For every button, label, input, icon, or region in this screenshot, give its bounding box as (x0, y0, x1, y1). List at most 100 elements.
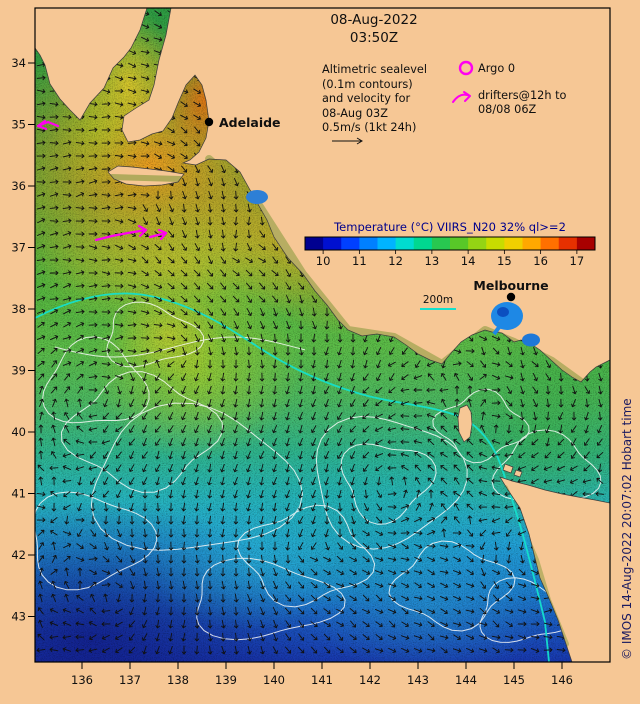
sealevel-contour (33, 491, 158, 591)
shelf-isobath-200m (34, 292, 550, 663)
city-marker-melbourne (506, 292, 516, 302)
sealevel-contour (340, 443, 437, 525)
colorbar-cell (450, 237, 469, 250)
hunter-island-land-outline (502, 463, 514, 474)
x-axis-tick-label: 136 (71, 673, 93, 687)
lake-alexandrina (246, 190, 268, 204)
colorbar-tick-label: 16 (533, 254, 548, 268)
depth-label: 200m (423, 294, 453, 306)
sealevel-contour (236, 504, 376, 608)
sealevel-contour (479, 577, 579, 643)
sealevel-contour (54, 336, 306, 358)
x-axis-tick-label: 139 (215, 673, 237, 687)
y-axis-tick-label: 39 (11, 364, 26, 378)
drifter-track-arrowhead (137, 224, 148, 238)
port-phillip-entrance (492, 324, 502, 336)
colorbar-tick-label: 13 (425, 254, 440, 268)
info-line-5: 0.5m/s (1kt 24h) (322, 121, 416, 134)
colorbar-tick-label: 17 (570, 254, 585, 268)
king-island-land-outline (457, 404, 473, 443)
colorbar-cell (468, 237, 487, 250)
watermark-text: © IMOS 14-Aug-2022 20:07:02 Hobart time (620, 398, 634, 660)
port-phillip-deep (497, 307, 509, 317)
three-hummock-island-land-outline (513, 469, 523, 478)
sealevel-contour (432, 388, 530, 464)
colorbar-cell (540, 237, 560, 250)
x-axis-tick-label: 141 (311, 673, 333, 687)
map-title-time: 03:50Z (350, 30, 398, 46)
colorbar: 10 11 12 13 14 15 16 17 (304, 236, 596, 268)
axes: 136 137 138 139 140 141 142 143 144 145 1463435363… (11, 56, 573, 687)
map-title-date: 08-Aug-2022 (330, 12, 417, 28)
info-line-1: Altimetric sealevel (322, 63, 427, 76)
drifter-track-arrowhead (36, 119, 48, 131)
drifter-track (94, 228, 148, 242)
x-axis-tick-label: 137 (119, 673, 141, 687)
colorbar-cell (486, 237, 505, 250)
drifter-track-arrowhead (157, 228, 168, 241)
sealevel-contour (196, 557, 346, 641)
colorbar-tick-label: 10 (316, 254, 331, 268)
velocity-arrows (36, 9, 605, 655)
inland-water (246, 190, 540, 347)
argo-legend-label: Argo 0 (478, 62, 515, 75)
info-line-2: (0.1m contours) (322, 78, 413, 91)
western-port-bay (522, 333, 540, 347)
colorbar-cell (558, 237, 578, 250)
x-axis-tick-label: 140 (263, 673, 285, 687)
colorbar-tick-label: 11 (352, 254, 367, 268)
colorbar-cell (413, 237, 433, 250)
velocity-scale-arrow (332, 137, 363, 145)
drifter-legend-arrow (452, 91, 471, 103)
info-line-3: and velocity for (322, 92, 410, 105)
colorbar-cell (504, 237, 523, 250)
info-line-4: 08-Aug 03Z (322, 107, 388, 120)
colorbar-cell (359, 237, 378, 250)
city-marker-adelaide (204, 117, 214, 127)
colorbar-cell (431, 237, 451, 250)
y-axis-tick-label: 34 (11, 56, 26, 70)
ocean-layer (0, 5, 640, 704)
colorbar-cell (395, 237, 415, 250)
city-label-adelaide: Adelaide (219, 115, 281, 130)
y-axis-tick-label: 41 (11, 487, 26, 501)
colorbar-cell (522, 237, 542, 250)
drifter-tracks (36, 119, 168, 242)
colorbar-tick-label: 14 (461, 254, 476, 268)
y-axis-tick-label: 35 (11, 118, 26, 132)
colorbar-title: Temperature (°C) VIIRS_N20 32% ql>=2 (333, 220, 566, 234)
eyre-peninsula-land-outline (34, 7, 148, 121)
x-axis-tick-label: 146 (551, 673, 573, 687)
y-axis-tick-label: 42 (11, 548, 26, 562)
colorbar-cell (305, 237, 324, 250)
x-axis-tick-label: 143 (407, 673, 429, 687)
colorbar-cell (341, 237, 360, 250)
city-label-melbourne: Melbourne (473, 278, 548, 293)
sealevel-contour (60, 371, 224, 493)
x-axis-tick-label: 144 (455, 673, 477, 687)
x-axis-tick-label: 138 (167, 673, 189, 687)
sealevel-contour (106, 301, 205, 368)
y-axis-tick-label: 36 (11, 179, 26, 193)
sealevel-contour (90, 402, 304, 551)
port-phillip-bay (491, 302, 523, 330)
sealevel-contour (42, 336, 150, 424)
y-axis-tick-label: 38 (11, 302, 26, 316)
argo-legend-marker (458, 60, 474, 76)
drifter-legend-label-2: 08/08 06Z (478, 103, 537, 116)
x-axis-tick-label: 145 (503, 673, 525, 687)
colorbar-cell (323, 237, 342, 250)
colorbar-tick-label: 15 (497, 254, 512, 268)
x-axis-tick-label: 142 (359, 673, 381, 687)
colorbar-frame (304, 236, 596, 251)
colorbar-cell (576, 237, 596, 250)
drifter-legend-label-1: drifters@12h to (478, 89, 566, 102)
y-axis-tick-label: 37 (11, 241, 26, 255)
colorbar-tick-label: 12 (388, 254, 403, 268)
y-axis-tick-label: 40 (11, 425, 26, 439)
kangaroo-island-land-outline (107, 165, 185, 187)
sealevel-contour (491, 429, 602, 501)
y-axis-tick-label: 43 (11, 610, 26, 624)
